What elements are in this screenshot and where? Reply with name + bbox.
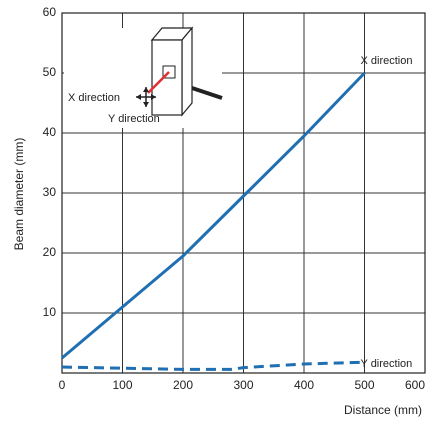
inset-diagram: X direction Y direction (64, 26, 223, 128)
x-tick-label: 300 (233, 378, 253, 392)
y-tick-label: 20 (43, 245, 57, 259)
beam (147, 71, 170, 94)
x-tick-label: 400 (294, 378, 314, 392)
series-label: Y direction (361, 358, 413, 370)
inset-label: X direction (68, 92, 120, 104)
series-line (61, 71, 366, 360)
plot-frame (61, 12, 426, 374)
y-tick-label: 60 (43, 5, 57, 19)
y-axis-label: Beam diameter (mm) (12, 138, 26, 251)
y-tick-label: 40 (43, 125, 57, 139)
inset-background (64, 28, 222, 128)
series-line (61, 360, 365, 371)
cable (191, 86, 223, 100)
y-tick-label: 10 (43, 305, 57, 319)
y-tick-label: 50 (43, 65, 57, 79)
x-tick-label: 100 (112, 378, 132, 392)
x-tick-label: 0 (59, 378, 66, 392)
direction-arrows (136, 87, 156, 107)
y-tick-label: 30 (43, 185, 57, 199)
x-tick-label: 600 (405, 378, 425, 392)
x-axis-label: Distance (mm) (344, 403, 422, 417)
inset-label: Y direction (108, 113, 160, 125)
x-tick-label: 500 (354, 378, 374, 392)
series-label: X direction (361, 55, 413, 67)
x-tick-label: 200 (173, 378, 193, 392)
sensor-side (181, 26, 193, 117)
